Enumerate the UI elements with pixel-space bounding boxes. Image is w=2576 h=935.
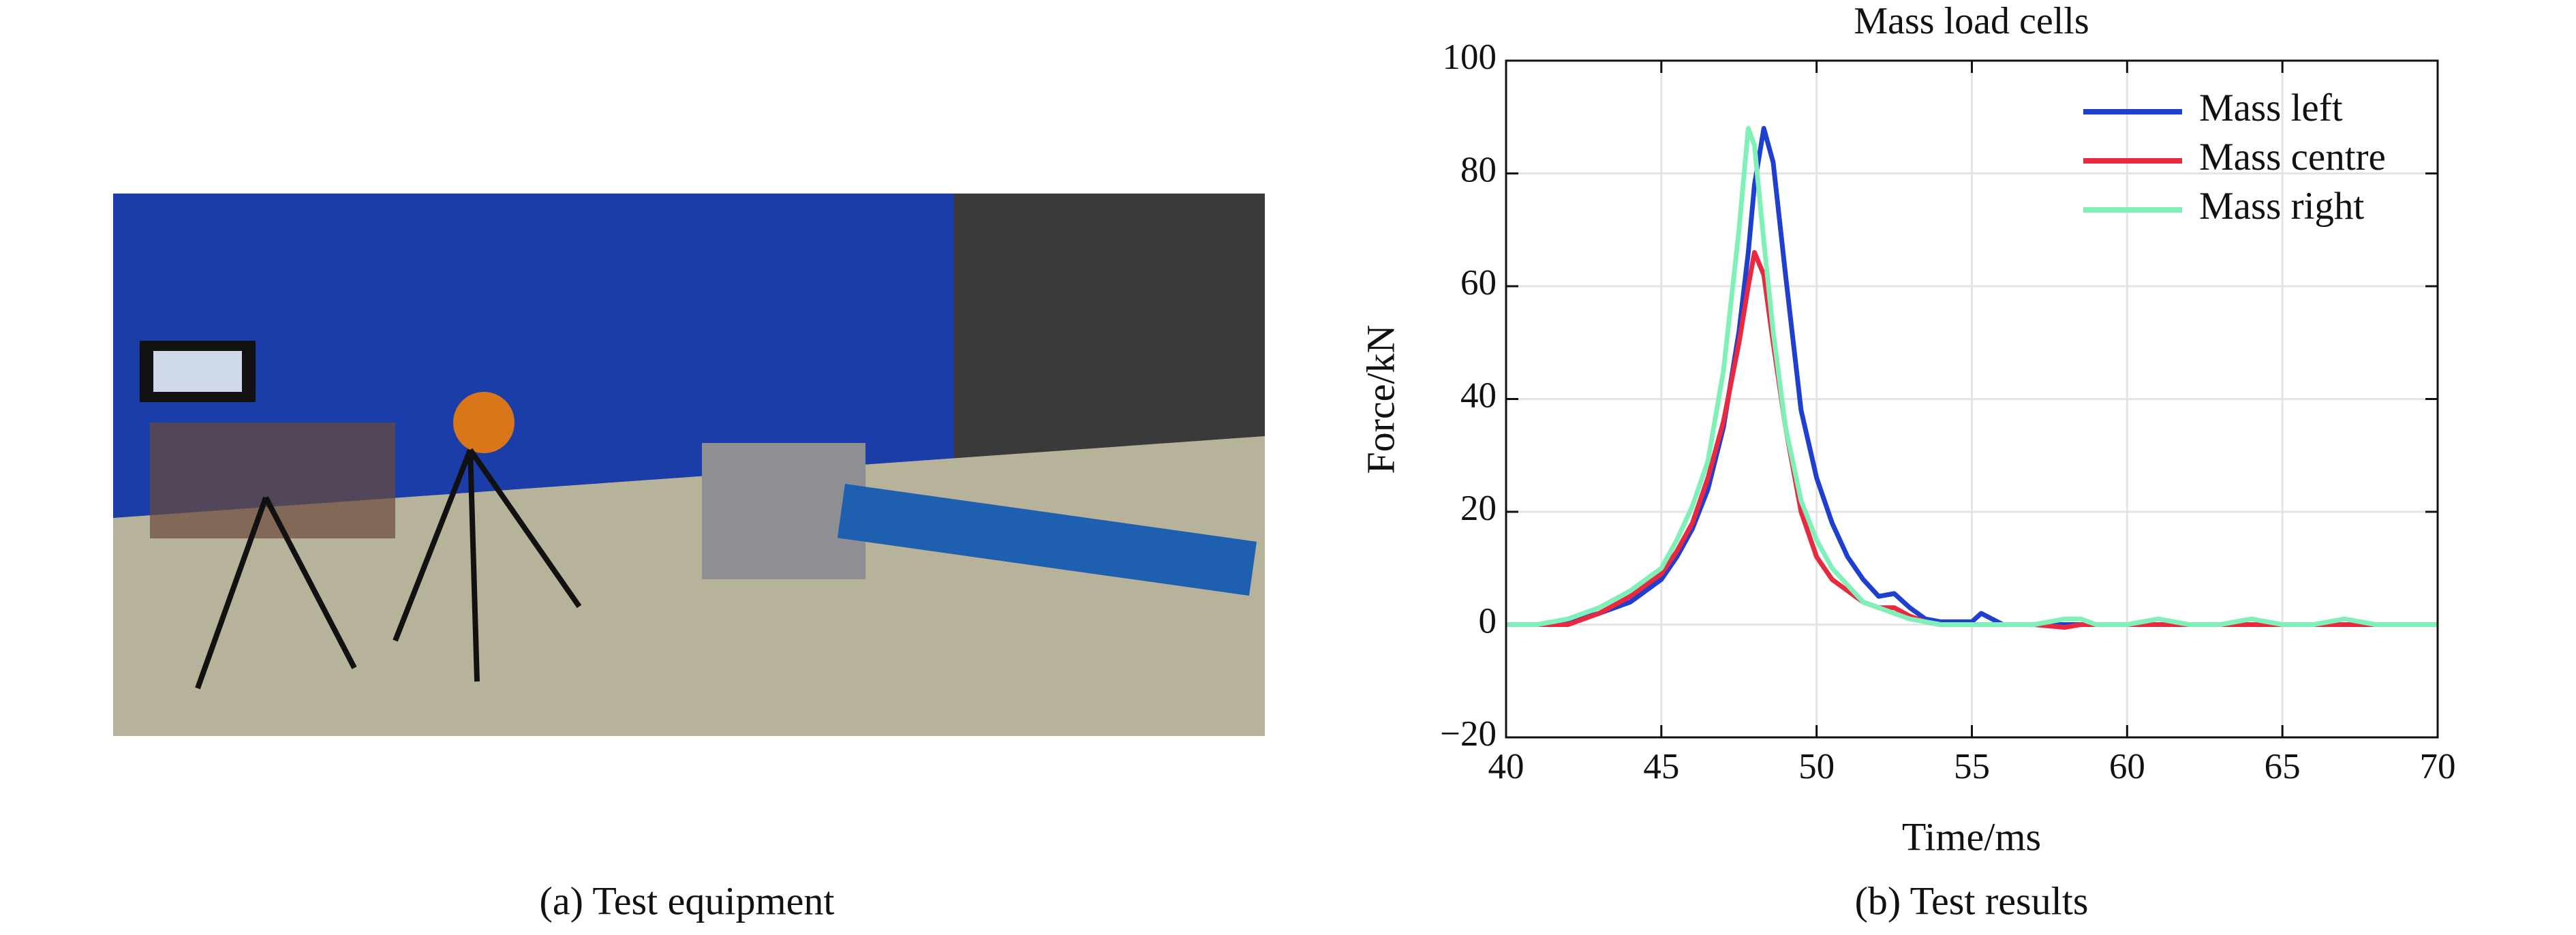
photo-cylinder: [837, 483, 1257, 596]
y-axis-label: Force/kN: [1358, 324, 1402, 474]
caption: (a) Test equipment: [540, 878, 835, 923]
plot-frame: [1505, 59, 2439, 739]
photo-tripod: [195, 496, 269, 690]
chart-title: Mass load cells: [1854, 0, 2089, 42]
photo-tripod: [393, 448, 473, 642]
photo-screen: [153, 351, 242, 392]
photo-tripod: [467, 448, 582, 609]
legend-label: Mass centre: [2199, 136, 2386, 179]
y-tick-label: −20: [1440, 714, 1497, 754]
line: [1506, 125, 2438, 627]
y-tick-label: 20: [1460, 489, 1497, 528]
x-tick-label: 50: [1798, 747, 1835, 786]
x-axis-label: Time/ms: [1902, 814, 2041, 859]
photo-bench: [150, 423, 395, 538]
x-tick-label: 60: [2109, 747, 2145, 786]
photo-rig: [702, 443, 865, 579]
x-tick-label: 55: [1954, 747, 1990, 786]
caption: (b) Test results: [1855, 878, 2089, 923]
x-tick-label: 40: [1488, 747, 1524, 786]
photo-tripod: [467, 449, 480, 682]
y-tick-label: 100: [1443, 37, 1497, 77]
y-tick-label: 80: [1460, 151, 1497, 190]
x-tick-label: 70: [2420, 747, 2456, 786]
photo-tripod: [263, 496, 357, 669]
y-tick-label: 40: [1460, 376, 1497, 416]
y-tick-label: 60: [1460, 263, 1497, 303]
y-tick-label: 0: [1479, 602, 1497, 641]
x-tick-label: 65: [2265, 747, 2301, 786]
legend-label: Mass right: [2199, 185, 2364, 228]
legend-label: Mass left: [2199, 87, 2343, 129]
photo: [113, 194, 1265, 736]
photo-camera: [453, 392, 515, 453]
x-tick-label: 45: [1643, 747, 1679, 786]
photo-hall: [954, 194, 1265, 480]
